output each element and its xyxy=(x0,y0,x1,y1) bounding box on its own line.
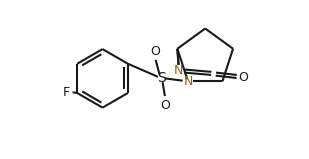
Text: S: S xyxy=(157,71,165,85)
Text: O: O xyxy=(161,99,171,112)
Text: N: N xyxy=(174,64,184,77)
Text: O: O xyxy=(238,71,248,84)
Text: F: F xyxy=(63,86,70,100)
Text: N: N xyxy=(183,75,193,88)
Text: O: O xyxy=(150,45,160,58)
